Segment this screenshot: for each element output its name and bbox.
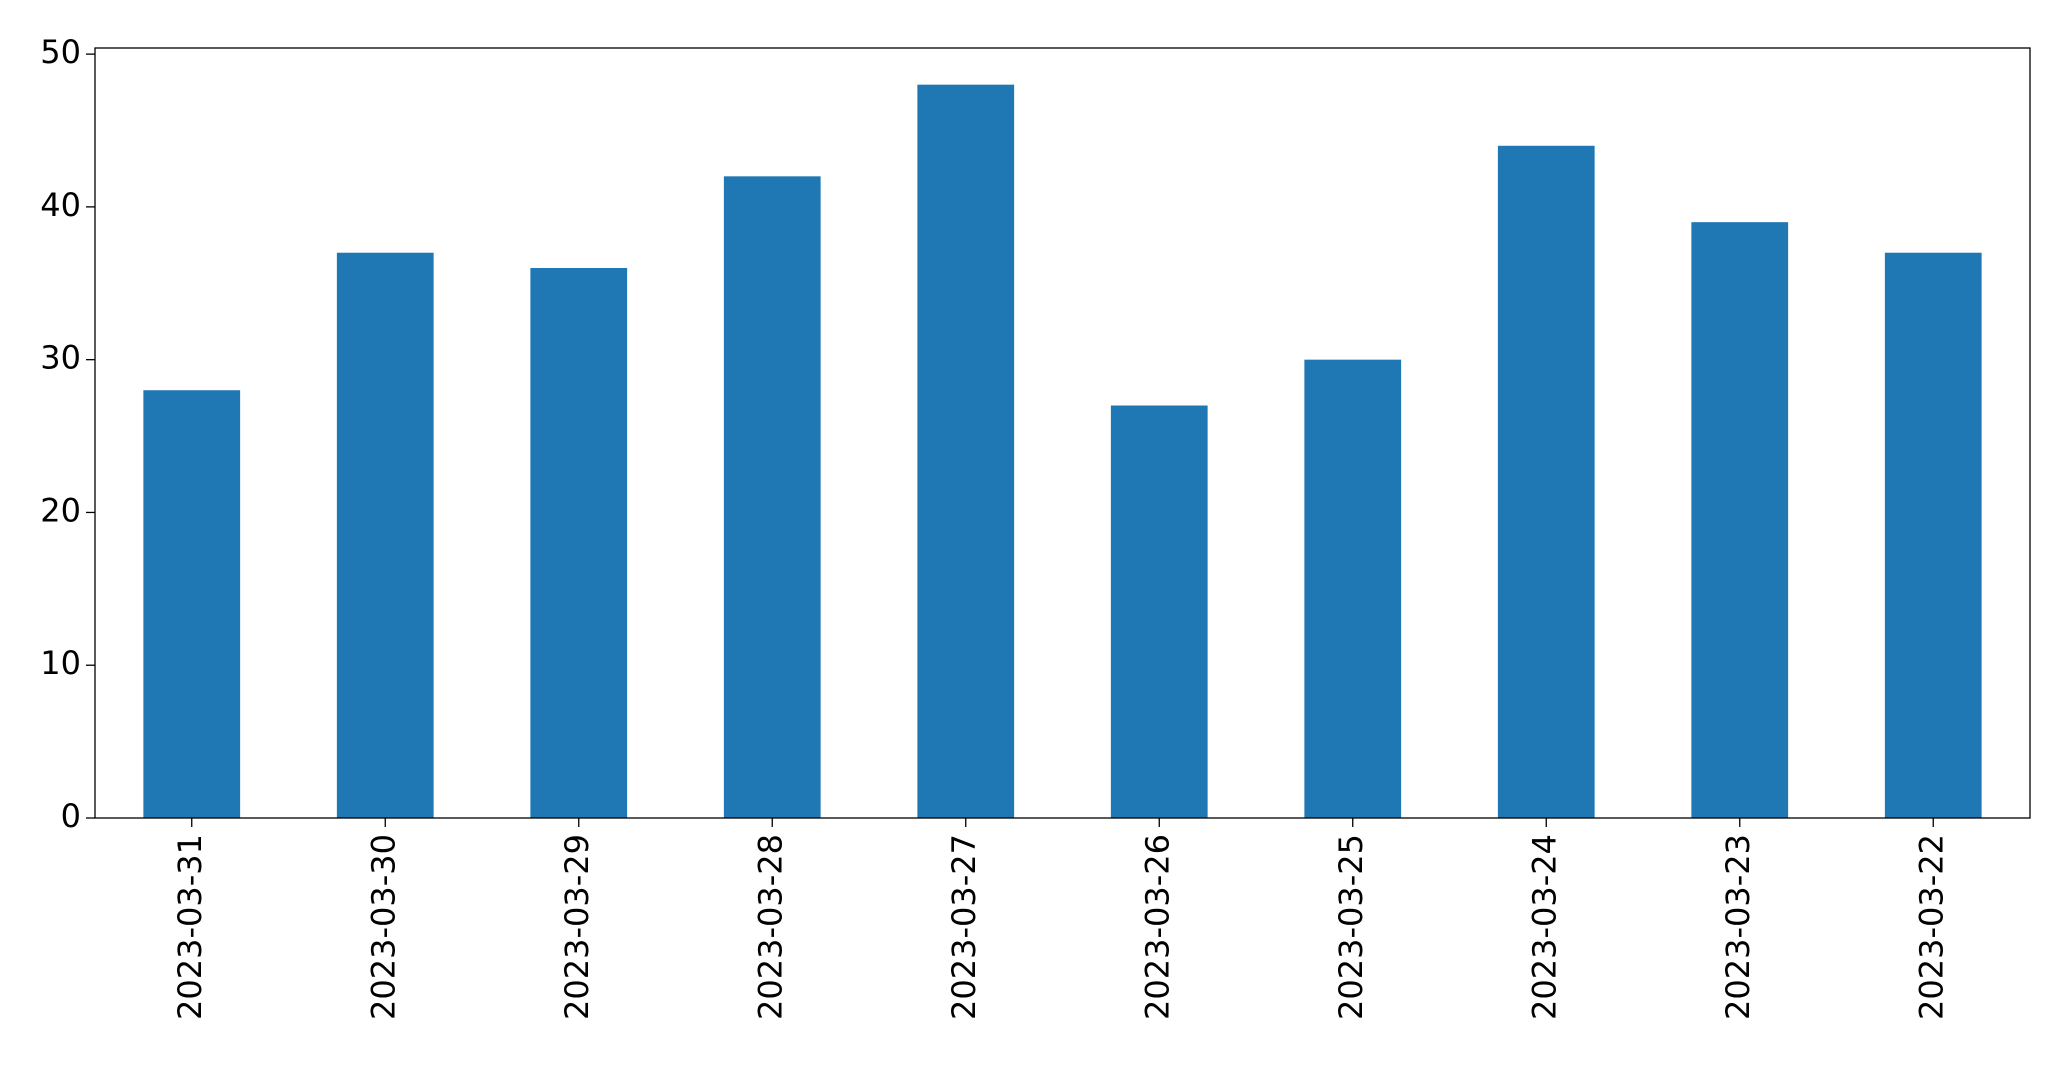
y-tick-label: 0 <box>61 797 81 835</box>
bar <box>1691 222 1789 818</box>
x-tick-label: 2023-03-29 <box>558 834 596 1020</box>
x-tick-label: 2023-03-25 <box>1332 834 1370 1020</box>
y-tick-label: 40 <box>40 186 81 224</box>
x-tick-label: 2023-03-31 <box>171 834 209 1020</box>
bar <box>336 252 434 818</box>
bar <box>723 176 821 819</box>
y-tick-label: 10 <box>40 644 81 682</box>
x-tick-label: 2023-03-28 <box>751 834 789 1020</box>
bar <box>1304 359 1402 818</box>
bar <box>1497 145 1595 818</box>
plot-frame <box>94 47 2031 819</box>
bar <box>1110 405 1208 818</box>
x-tick-label: 2023-03-27 <box>945 834 983 1020</box>
y-tick-label: 50 <box>40 33 81 71</box>
y-tick-label: 30 <box>40 339 81 377</box>
x-tick-label: 2023-03-23 <box>1719 834 1757 1020</box>
y-tick-label: 20 <box>40 491 81 529</box>
x-tick-label: 2023-03-30 <box>364 834 402 1020</box>
x-tick-label: 2023-03-24 <box>1525 834 1563 1020</box>
x-tick-label: 2023-03-26 <box>1138 834 1176 1020</box>
bar <box>143 390 241 818</box>
bar <box>530 268 628 818</box>
bar <box>917 84 1015 818</box>
bar <box>1884 252 1982 818</box>
x-tick-label: 2023-03-22 <box>1912 834 1950 1020</box>
